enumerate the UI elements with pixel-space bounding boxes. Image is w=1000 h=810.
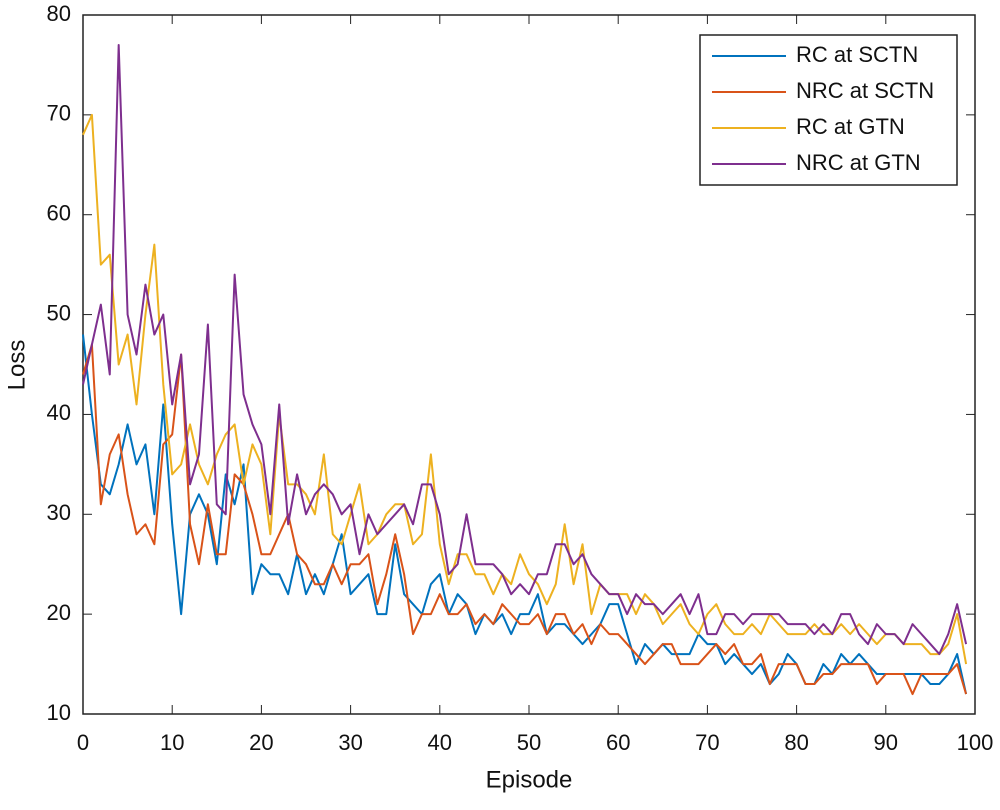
- legend-box: [699, 34, 958, 186]
- series-line: [82, 43, 968, 656]
- y-tick-label: 30: [47, 500, 71, 525]
- y-tick-label: 40: [47, 400, 71, 425]
- series-line: [82, 343, 968, 696]
- legend-label: NRC at GTN: [796, 150, 921, 175]
- series-line: [82, 334, 968, 695]
- x-axis-label: Episode: [486, 766, 573, 793]
- x-tick-label: 20: [249, 730, 273, 755]
- x-tick-label: 50: [517, 730, 541, 755]
- x-tick-label: 60: [606, 730, 630, 755]
- y-tick-label: 50: [47, 300, 71, 325]
- x-tick-label: 100: [957, 730, 994, 755]
- y-axis-label: Loss: [3, 340, 30, 391]
- x-tick-label: 40: [428, 730, 452, 755]
- y-tick-label: 10: [47, 700, 71, 725]
- x-tick-label: 90: [874, 730, 898, 755]
- legend-label: RC at GTN: [796, 114, 905, 139]
- legend-label: NRC at SCTN: [796, 78, 934, 103]
- x-tick-label: 0: [77, 730, 89, 755]
- x-tick-label: 10: [160, 730, 184, 755]
- y-tick-label: 80: [47, 1, 71, 26]
- y-tick-label: 60: [47, 201, 71, 226]
- x-tick-label: 70: [695, 730, 719, 755]
- x-tick-label: 30: [338, 730, 362, 755]
- x-tick-label: 80: [784, 730, 808, 755]
- y-tick-label: 20: [47, 600, 71, 625]
- legend-label: RC at SCTN: [796, 42, 918, 67]
- y-tick-label: 70: [47, 101, 71, 126]
